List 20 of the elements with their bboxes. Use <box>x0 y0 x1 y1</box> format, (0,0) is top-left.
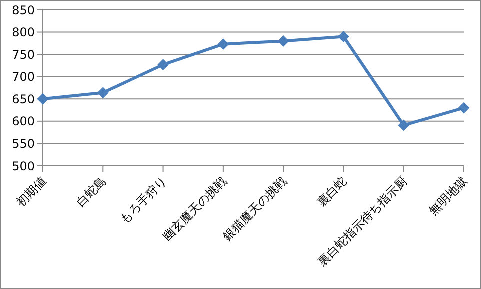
y-tick-label: 800 <box>12 26 35 40</box>
y-tick-label: 600 <box>12 114 35 129</box>
y-tick-label: 650 <box>12 92 35 106</box>
point <box>398 120 410 131</box>
y-tick-label: 750 <box>12 48 35 62</box>
x-tick-label: もろ手狩り <box>117 174 170 227</box>
x-tick-label: 初期値 <box>14 174 50 210</box>
y-tick-label: 500 <box>12 159 35 174</box>
point <box>158 59 169 70</box>
y-tick-label: 700 <box>12 70 35 84</box>
x-tick-label: 無明地獄 <box>426 174 470 218</box>
point <box>458 102 470 114</box>
point <box>218 38 229 50</box>
y-tick-label: 550 <box>12 136 35 151</box>
y-tick-label: 850 <box>12 3 35 18</box>
point <box>278 36 290 47</box>
x-tick-label: 白蛇島 <box>74 174 110 210</box>
x-tick-label: 裏白蛇 <box>314 174 350 210</box>
point <box>338 31 350 42</box>
point <box>98 87 109 98</box>
